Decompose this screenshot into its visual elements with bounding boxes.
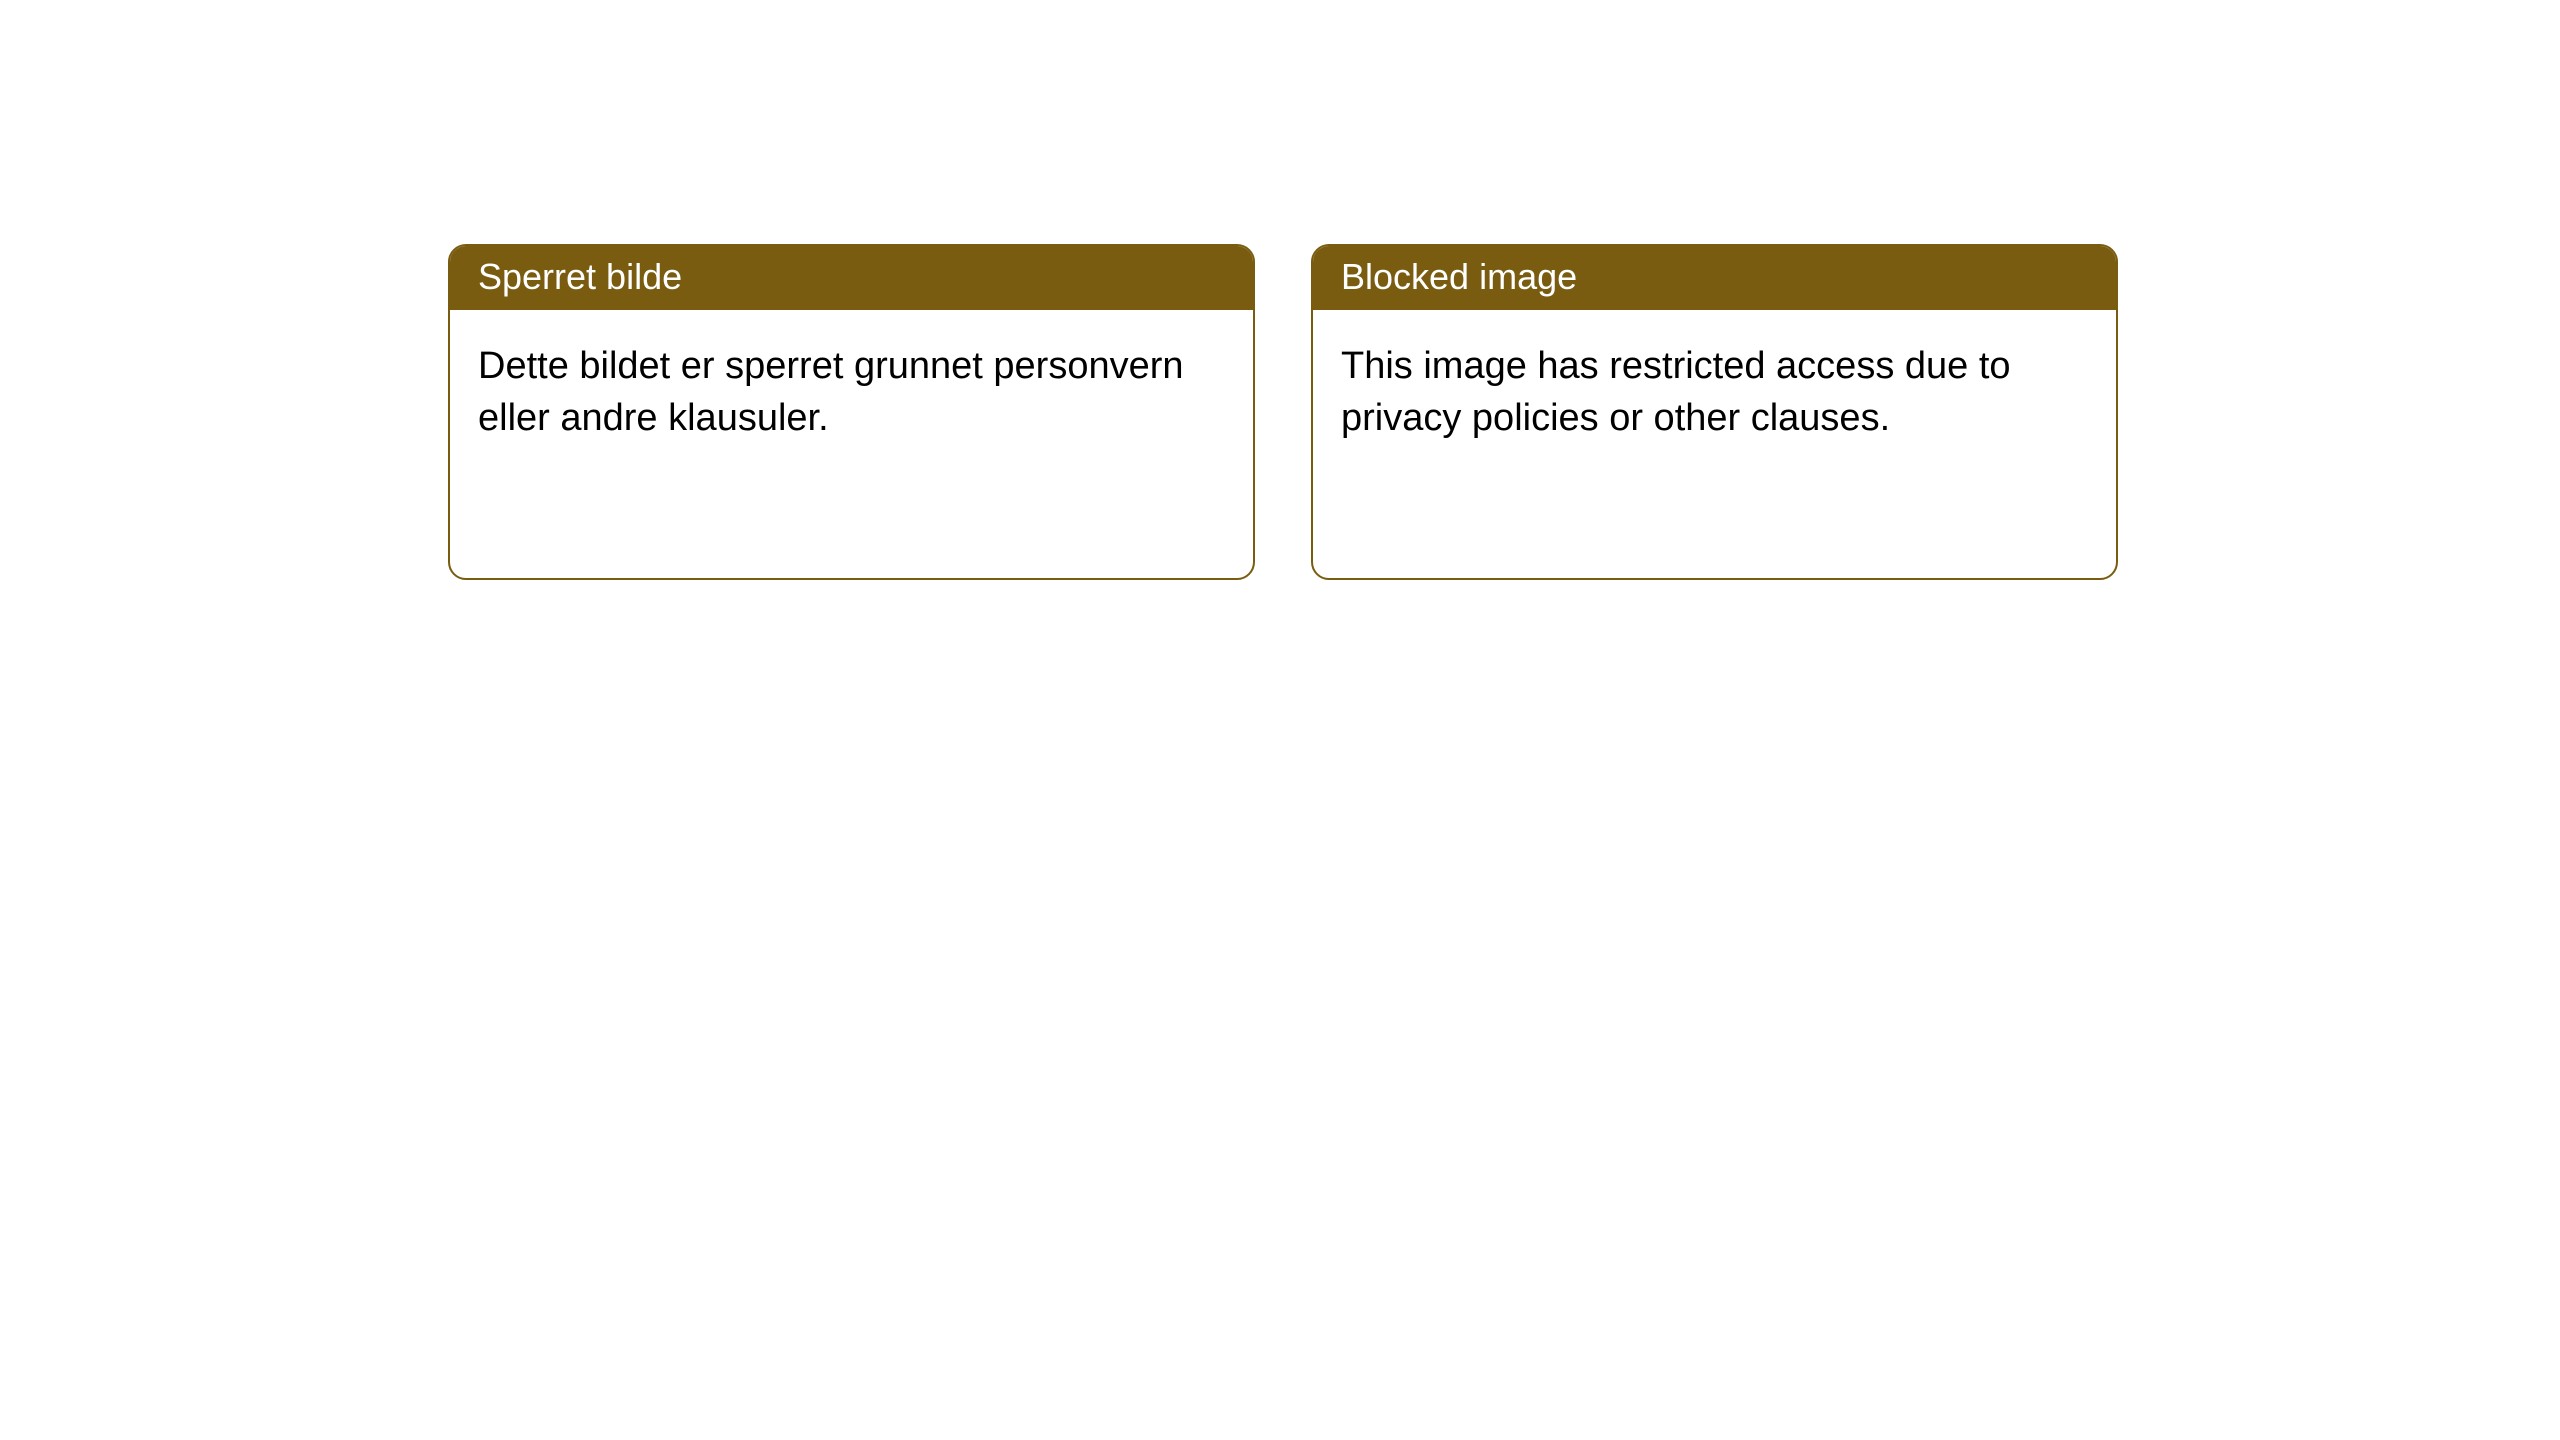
notice-body: This image has restricted access due to … — [1313, 310, 2116, 475]
notice-header: Blocked image — [1313, 246, 2116, 310]
notice-body: Dette bildet er sperret grunnet personve… — [450, 310, 1253, 475]
notice-card-norwegian: Sperret bilde Dette bildet er sperret gr… — [448, 244, 1255, 580]
notice-card-english: Blocked image This image has restricted … — [1311, 244, 2118, 580]
notice-container: Sperret bilde Dette bildet er sperret gr… — [0, 0, 2560, 580]
notice-header: Sperret bilde — [450, 246, 1253, 310]
